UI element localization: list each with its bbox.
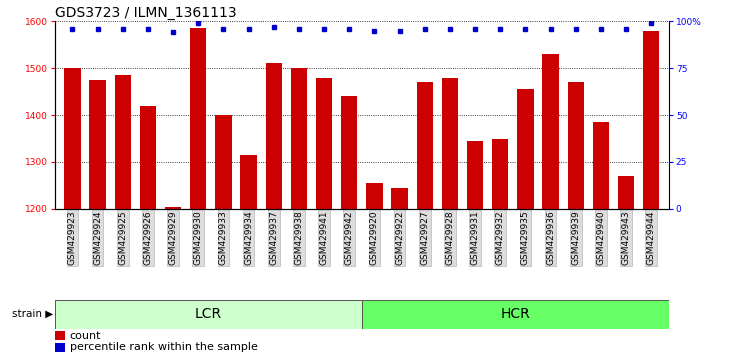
- Bar: [140, 105, 156, 209]
- Bar: [567, 82, 584, 209]
- Text: strain ▶: strain ▶: [12, 309, 54, 319]
- Bar: [55, 331, 64, 341]
- FancyBboxPatch shape: [55, 300, 362, 329]
- Text: percentile rank within the sample: percentile rank within the sample: [69, 342, 257, 352]
- Bar: [442, 78, 458, 209]
- Bar: [55, 343, 64, 352]
- Bar: [643, 30, 659, 209]
- FancyBboxPatch shape: [362, 300, 669, 329]
- Bar: [618, 176, 635, 209]
- Bar: [291, 68, 307, 209]
- Bar: [341, 96, 357, 209]
- Bar: [417, 82, 433, 209]
- Bar: [165, 206, 181, 209]
- Text: LCR: LCR: [194, 307, 222, 321]
- Bar: [366, 183, 382, 209]
- Bar: [190, 28, 206, 209]
- Bar: [467, 141, 483, 209]
- Bar: [316, 79, 333, 209]
- Bar: [115, 75, 131, 209]
- Text: GDS3723 / ILMN_1361113: GDS3723 / ILMN_1361113: [55, 6, 236, 20]
- Bar: [542, 54, 558, 209]
- Text: count: count: [69, 331, 101, 341]
- Bar: [89, 80, 106, 209]
- Bar: [265, 63, 282, 209]
- Bar: [391, 188, 408, 209]
- Bar: [518, 89, 534, 209]
- Bar: [492, 138, 509, 209]
- Bar: [64, 68, 80, 209]
- Bar: [593, 122, 609, 209]
- Text: HCR: HCR: [501, 307, 530, 321]
- Bar: [240, 155, 257, 209]
- Bar: [215, 115, 232, 209]
